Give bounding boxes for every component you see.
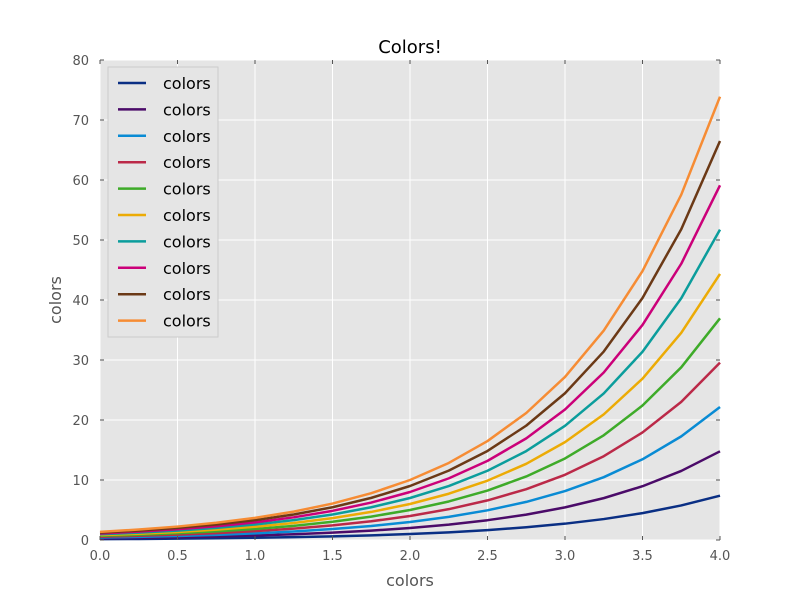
legend: colors colors colors colors colors colors colo…: [107, 66, 219, 338]
legend-entry-label: colors: [163, 259, 211, 278]
x-tick-label: 1.5: [322, 549, 343, 564]
legend-entry-label: colors: [163, 153, 211, 172]
series-line-1: [99, 494, 721, 541]
x-tick-label: 4.0: [710, 549, 731, 564]
ticks: [99, 59, 721, 541]
x-tick-label: 1.0: [245, 549, 266, 564]
legend-entry-label: colors: [163, 285, 211, 304]
x-tick-label: 3.5: [632, 549, 653, 564]
series-lines: [99, 96, 722, 541]
y-tick-label: 0: [81, 534, 89, 549]
series-line-3: [99, 405, 721, 539]
y-tick-label: 60: [72, 174, 89, 189]
series-line-7: [99, 229, 722, 536]
series-line-9: [99, 140, 722, 534]
series-line-5: [99, 317, 721, 538]
legend-box: [107, 66, 219, 338]
y-tick-label: 20: [72, 414, 89, 429]
x-tick-label: 0.5: [167, 549, 188, 564]
legend-entry-label: colors: [163, 127, 211, 146]
legend-entry-label: colors: [163, 100, 211, 119]
legend-entry-label: colors: [163, 74, 211, 93]
y-tick-label: 80: [72, 54, 89, 69]
legend-entry-label: colors: [163, 232, 211, 251]
legend-entry-label: colors: [163, 180, 211, 199]
y-tick-label: 70: [72, 114, 89, 129]
chart-title: Colors!: [378, 37, 442, 58]
x-tick-label: 3.0: [555, 549, 576, 564]
y-tick-label: 10: [72, 474, 89, 489]
legend-entry-label: colors: [163, 206, 211, 225]
series-line-2: [99, 450, 721, 540]
y-tick-label: 40: [72, 294, 89, 309]
x-axis-label: colors: [386, 571, 434, 590]
series-line-10: [99, 96, 722, 534]
series-line-6: [99, 273, 722, 537]
x-tick-label: 2.5: [477, 549, 498, 564]
x-tick-label: 0.0: [90, 549, 111, 564]
x-tick-label: 2.0: [400, 549, 421, 564]
y-axis-label: colors: [46, 276, 65, 324]
series-line-4: [99, 361, 721, 539]
y-tick-label: 30: [72, 354, 89, 369]
series-line-8: [99, 184, 722, 535]
tick-labels: 0.0 0.5 1.0 1.5 2.0 2.5 3.0 3.5 4.0 0 10 20 30 40 50 60…: [72, 54, 730, 564]
y-tick-label: 50: [72, 234, 89, 249]
legend-entry-label: colors: [163, 312, 211, 331]
